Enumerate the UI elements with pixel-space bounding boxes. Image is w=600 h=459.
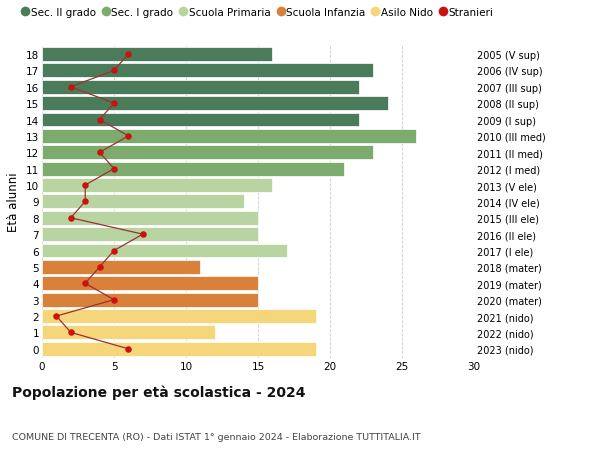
Bar — [42, 195, 244, 209]
Legend: Sec. II grado, Sec. I grado, Scuola Primaria, Scuola Infanzia, Asilo Nido, Stran: Sec. II grado, Sec. I grado, Scuola Prim… — [18, 4, 498, 22]
Point — [80, 280, 90, 287]
Bar — [42, 146, 373, 160]
Point — [95, 263, 104, 271]
Bar — [42, 97, 388, 111]
Point — [109, 247, 119, 255]
Bar — [42, 48, 272, 62]
Bar — [42, 179, 272, 193]
Bar — [42, 309, 316, 323]
Point — [95, 117, 104, 124]
Point — [138, 231, 148, 238]
Bar — [42, 342, 316, 356]
Point — [66, 329, 76, 336]
Point — [124, 133, 133, 140]
Point — [66, 84, 76, 91]
Point — [95, 149, 104, 157]
Bar — [42, 64, 373, 78]
Point — [124, 51, 133, 59]
Y-axis label: Età alunni: Età alunni — [7, 172, 20, 232]
Point — [109, 100, 119, 107]
Point — [109, 297, 119, 304]
Text: COMUNE DI TRECENTA (RO) - Dati ISTAT 1° gennaio 2024 - Elaborazione TUTTITALIA.I: COMUNE DI TRECENTA (RO) - Dati ISTAT 1° … — [12, 431, 421, 441]
Bar — [42, 244, 287, 258]
Point — [66, 215, 76, 222]
Point — [80, 198, 90, 206]
Point — [109, 166, 119, 173]
Bar — [42, 129, 416, 144]
Point — [109, 67, 119, 75]
Point — [124, 345, 133, 353]
Bar — [42, 81, 359, 95]
Bar — [42, 162, 344, 176]
Bar — [42, 260, 200, 274]
Bar — [42, 326, 215, 340]
Bar — [42, 277, 258, 291]
Text: Popolazione per età scolastica - 2024: Popolazione per età scolastica - 2024 — [12, 385, 305, 399]
Bar — [42, 211, 258, 225]
Bar — [42, 293, 258, 307]
Bar — [42, 113, 359, 127]
Point — [52, 313, 61, 320]
Point — [80, 182, 90, 189]
Bar — [42, 228, 258, 241]
